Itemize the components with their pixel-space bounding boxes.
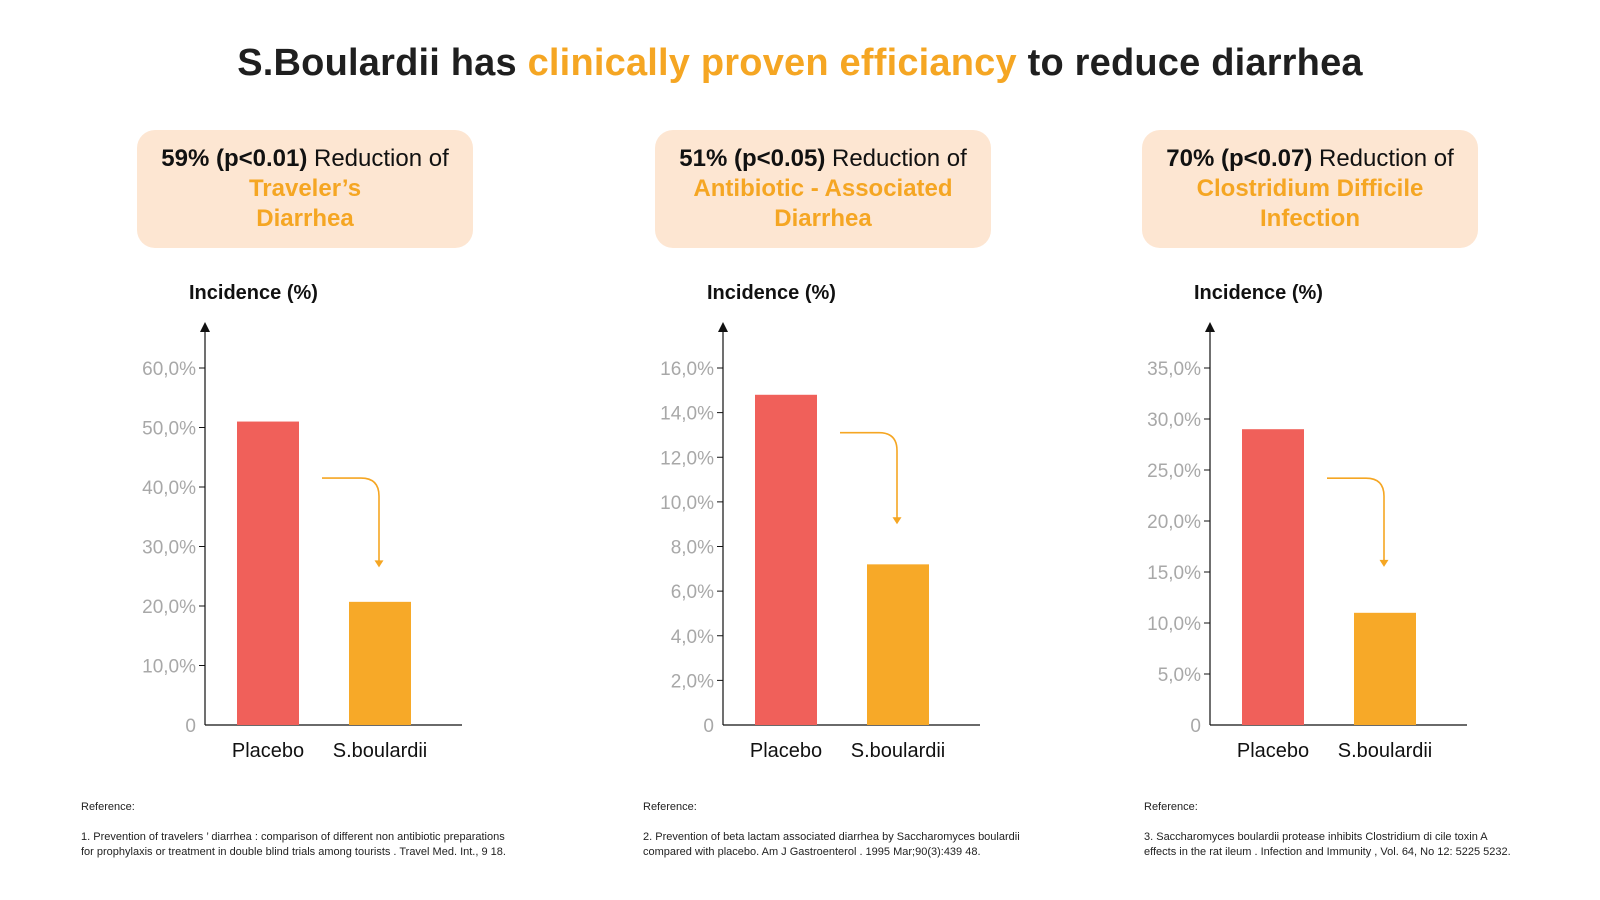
y-axis-label: Incidence (%) <box>707 282 836 304</box>
stat-callout: 59% (p<0.01) Reduction of Traveler’s Dia… <box>137 130 473 248</box>
y-tick-label: 2,0% <box>671 671 714 692</box>
bar-chart-svg: 0 5,0% 10,0% 15,0% 20,0% 25,0% 30,0% 35,0% Place… <box>1147 322 1467 762</box>
reference-heading: Reference: <box>81 801 135 813</box>
reduction-arrow <box>840 431 898 519</box>
callout-text: Reduction of <box>307 145 449 172</box>
reduction-arrow-head-icon <box>892 517 902 525</box>
x-category-label: Placebo <box>1237 740 1309 762</box>
reference-line-1: 3. Saccharomyces boulardii protease inhi… <box>1144 831 1488 843</box>
x-category-label: S.boulardii <box>851 740 946 762</box>
page-title: S.Boulardii has clinically proven effici… <box>0 42 1600 85</box>
y-tick-label: 20,0% <box>1147 512 1201 533</box>
y-axis-label: Incidence (%) <box>189 282 318 304</box>
callout-text: Reduction of <box>1312 145 1454 172</box>
y-tick-label: 15,0% <box>1147 563 1201 584</box>
reference-heading: Reference: <box>1144 801 1198 813</box>
bar-chart-svg: 0 10,0% 20,0% 30,0% 40,0% 50,0% 60,0% Placebo S.… <box>142 322 462 762</box>
title-suffix: to reduce diarrhea <box>1016 42 1363 84</box>
reference-line-2: for prophylaxis or treatment in double b… <box>81 846 506 858</box>
reference-line-1: 2. Prevention of beta lactam associated … <box>643 831 1020 843</box>
y-tick-label: 0 <box>1190 716 1201 737</box>
chart-panel-clostridium-infection: 70% (p<0.07) Reduction of Clostridium Di… <box>1080 0 1600 900</box>
callout-subtitle-line2: Diarrhea <box>256 205 354 232</box>
stat-callout: 70% (p<0.07) Reduction of Clostridium Di… <box>1142 130 1478 248</box>
bar-sboulardii <box>1354 612 1416 725</box>
y-tick-label: 25,0% <box>1147 461 1201 482</box>
y-axis-arrow-icon <box>718 322 728 332</box>
x-category-label: S.boulardii <box>333 740 428 762</box>
y-tick-label: 35,0% <box>1147 359 1201 380</box>
bar-placebo <box>755 394 817 725</box>
reference-line-1: 1. Prevention of travelers ’ diarrhea : … <box>81 831 505 843</box>
reduction-arrow-head-icon <box>374 560 384 568</box>
x-category-label: Placebo <box>750 740 822 762</box>
y-tick-label: 10,0% <box>660 493 714 514</box>
y-axis-arrow-icon <box>200 322 210 332</box>
y-tick-label: 16,0% <box>660 359 714 380</box>
y-tick-label: 4,0% <box>671 627 714 648</box>
y-tick-label: 50,0% <box>142 419 196 440</box>
callout-subtitle-line1: Traveler’s <box>248 175 362 202</box>
y-axis-label: Incidence (%) <box>1194 282 1323 304</box>
bar-sboulardii <box>867 564 929 725</box>
reference-block: Reference: 2. Prevention of beta lactam … <box>643 800 1113 860</box>
callout-subtitle-line2: Infection <box>1260 205 1360 232</box>
y-tick-label: 0 <box>703 716 714 737</box>
y-tick-label: 10,0% <box>142 657 196 678</box>
y-tick-label: 20,0% <box>142 597 196 618</box>
callout-text: Reduction of <box>825 145 967 172</box>
y-tick-label: 14,0% <box>660 404 714 425</box>
x-category-label: Placebo <box>232 740 304 762</box>
bar-placebo <box>237 421 299 725</box>
callout-stat: 59% (p<0.01) <box>161 145 308 172</box>
y-tick-label: 5,0% <box>1158 665 1201 686</box>
reduction-arrow-head-icon <box>1379 559 1389 567</box>
y-tick-label: 12,0% <box>660 448 714 469</box>
bar-placebo <box>1242 429 1304 725</box>
title-highlight: clinically proven efficiancy <box>527 42 1017 84</box>
stat-callout: 51% (p<0.05) Reduction of Antibiotic - A… <box>655 130 991 248</box>
reference-line-2: compared with placebo. Am J Gastroentero… <box>643 846 981 858</box>
callout-stat: 70% (p<0.07) <box>1166 145 1313 172</box>
bar-chart-svg: 0 2,0% 4,0% 6,0% 8,0% 10,0% 12,0% 14,0% 16,0% Pla… <box>660 322 980 762</box>
reference-block: Reference: 1. Prevention of travelers ’ … <box>81 800 551 860</box>
chart-panel-antibiotic-diarrhea: 51% (p<0.05) Reduction of Antibiotic - A… <box>593 0 1113 900</box>
x-category-label: S.boulardii <box>1338 740 1433 762</box>
callout-subtitle-line2: Diarrhea <box>774 205 872 232</box>
reference-block: Reference: 3. Saccharomyces boulardii pr… <box>1144 800 1600 860</box>
reference-heading: Reference: <box>643 801 697 813</box>
chart-panel-travelers-diarrhea: 59% (p<0.01) Reduction of Traveler’s Dia… <box>75 0 595 900</box>
callout-subtitle-line1: Clostridium Difficile <box>1196 175 1424 202</box>
title-prefix: S.Boulardii has <box>237 42 528 84</box>
y-tick-label: 40,0% <box>142 478 196 499</box>
y-tick-label: 30,0% <box>1147 410 1201 431</box>
y-tick-label: 8,0% <box>671 538 714 559</box>
y-tick-label: 30,0% <box>142 538 196 559</box>
y-tick-label: 10,0% <box>1147 614 1201 635</box>
reduction-arrow <box>1327 477 1385 561</box>
y-tick-label: 0 <box>185 716 196 737</box>
callout-stat: 51% (p<0.05) <box>679 145 826 172</box>
y-tick-label: 60,0% <box>142 359 196 380</box>
bar-sboulardii <box>349 601 411 725</box>
reference-line-2: effects in the rat ileum . Infection and… <box>1144 846 1511 858</box>
reduction-arrow <box>322 477 380 562</box>
y-tick-label: 6,0% <box>671 582 714 603</box>
callout-subtitle-line1: Antibiotic - Associated <box>693 175 953 202</box>
y-axis-arrow-icon <box>1205 322 1215 332</box>
